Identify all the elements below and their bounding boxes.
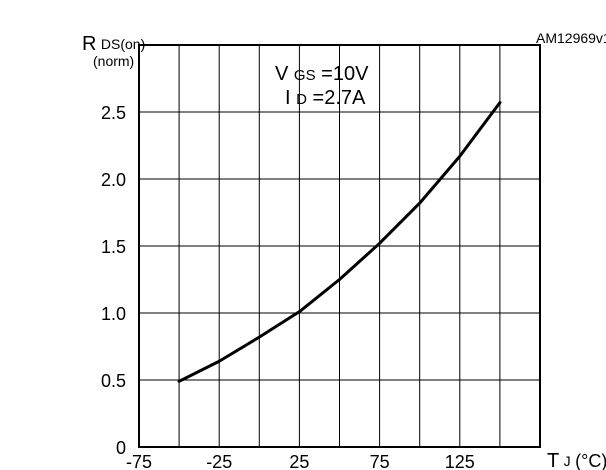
series-line <box>177 101 502 383</box>
annotation-line-1: V GS =10V <box>275 63 369 85</box>
x-axis-label-sub: J <box>564 453 571 469</box>
y-axis-label-main: R <box>82 33 96 55</box>
y-tick-label: 2.5 <box>101 103 126 123</box>
figure-id: AM12969v1 <box>536 30 606 46</box>
y-axis-label-sub: DS(on) <box>101 36 145 52</box>
annotation-line-2: I D =2.7A <box>285 87 366 109</box>
x-tick-label: -75 <box>126 452 152 470</box>
x-tick-label: -25 <box>206 452 232 470</box>
annotation-id-main: I <box>285 87 291 109</box>
y-tick-label: 1.5 <box>101 237 126 257</box>
y-axis-label: R DS(on) <box>82 33 145 55</box>
y-tick-label: 0.5 <box>101 371 126 391</box>
x-ticks-group: -75 -25 25 75 125 <box>126 452 475 470</box>
x-tick-label: 25 <box>289 452 309 470</box>
x-axis-label-main: T <box>547 450 559 470</box>
x-tick-label: 125 <box>445 452 475 470</box>
y-axis-norm-label: (norm) <box>93 53 134 69</box>
annotation-vgs-sub: GS <box>294 67 316 84</box>
y-tick-label: 1.0 <box>101 304 126 324</box>
annotation-id-sub: D <box>296 91 307 108</box>
y-tick-label: 0 <box>116 438 126 458</box>
y-tick-label: 2.0 <box>101 170 126 190</box>
x-tick-label: 75 <box>370 452 390 470</box>
annotation-vgs-value: =10V <box>321 63 369 85</box>
plot-frame <box>138 44 541 448</box>
x-axis-label-unit: (°C) <box>575 451 606 470</box>
grid-group <box>139 45 540 447</box>
annotation-vgs-main: V <box>275 63 289 85</box>
y-ticks-group: 0 0.5 1.0 1.5 2.0 2.5 <box>101 103 126 458</box>
x-axis-label: T J (°C) <box>547 450 606 470</box>
annotation-id-value: =2.7A <box>313 87 366 109</box>
